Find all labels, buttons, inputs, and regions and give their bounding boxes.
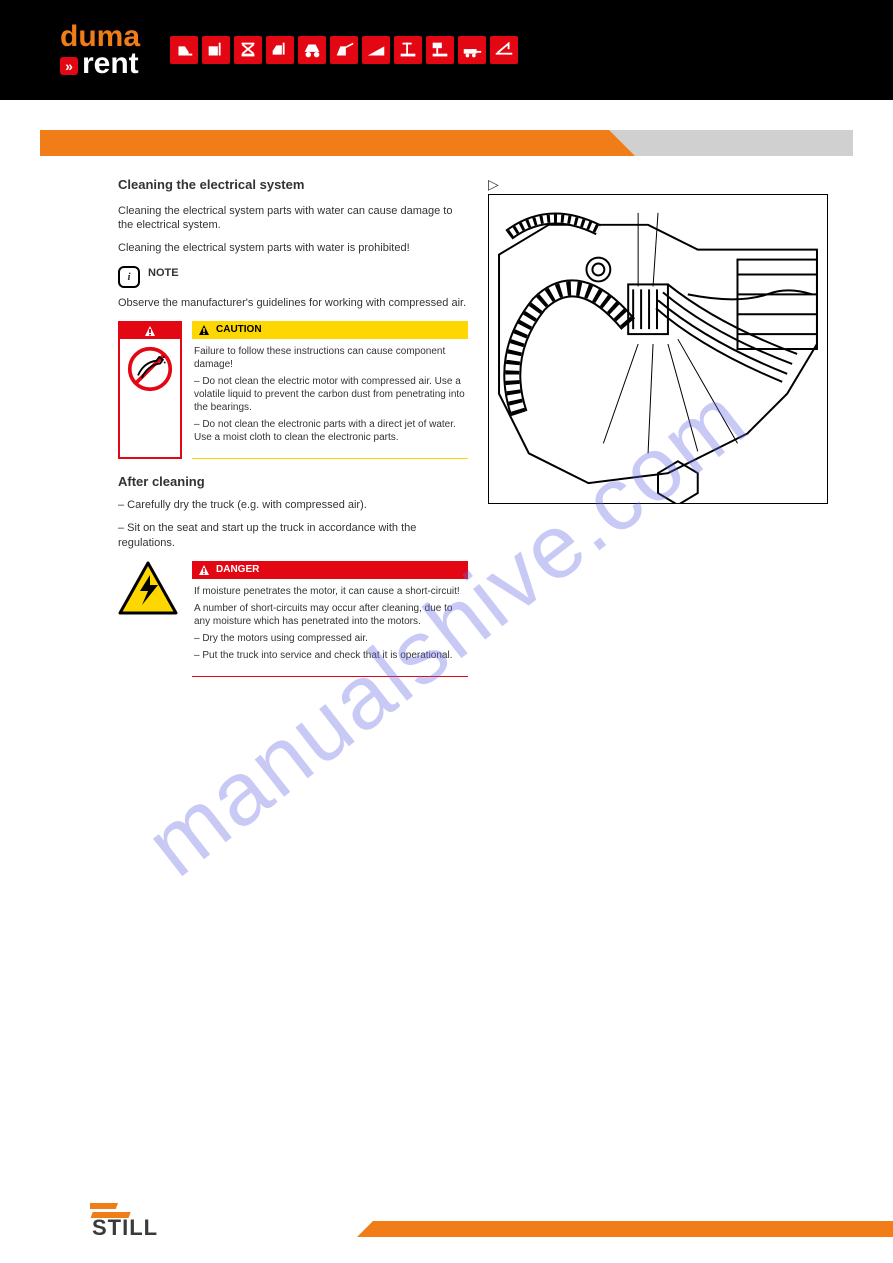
logo-bullet-icon: » (60, 57, 78, 75)
danger-text-2: A number of short-circuits may occur aft… (194, 602, 466, 628)
no-water-pictogram (118, 321, 182, 459)
equip-icon-scissor (234, 36, 262, 64)
after-text-2: – Sit on the seat and start up the truck… (118, 521, 468, 551)
pictogram-body (120, 339, 180, 399)
danger-message: DANGER If moisture penetrates the motor,… (192, 561, 468, 677)
content-left-column: Cleaning the electrical system Cleaning … (118, 176, 468, 677)
note-label: NOTE (148, 266, 179, 281)
equip-icon-telehandler (330, 36, 358, 64)
duma-rent-logo: duma »rent (60, 23, 140, 77)
danger-bar: DANGER (192, 561, 468, 579)
equip-icon-trailer (458, 36, 486, 64)
danger-text-1: If moisture penetrates the motor, it can… (194, 585, 466, 598)
equip-icon-forklift2 (202, 36, 230, 64)
caution-bar: CAUTION (192, 321, 468, 339)
danger-label: DANGER (216, 563, 259, 577)
para-intro-1: Cleaning the electrical system parts wit… (118, 204, 468, 234)
heading-cleaning: Cleaning the electrical system (118, 176, 468, 194)
caution-text-3: – Do not clean the electronic parts with… (194, 418, 466, 444)
svg-text:STILL: STILL (92, 1215, 158, 1237)
equip-icon-ramp (362, 36, 390, 64)
equip-icon-crane (490, 36, 518, 64)
equip-icon-lift (394, 36, 422, 64)
info-icon: i (118, 266, 140, 288)
caution-label: CAUTION (216, 323, 262, 337)
pictogram-header (120, 323, 180, 339)
danger-body: If moisture penetrates the motor, it can… (192, 579, 468, 674)
content-right-column: ▷ (488, 176, 833, 677)
after-text-1: – Carefully dry the truck (e.g. with com… (118, 498, 468, 513)
after-cleaning-block: After cleaning – Carefully dry the truck… (118, 473, 468, 551)
engine-bay-figure (488, 194, 828, 504)
danger-text-4: – Put the truck into service and check t… (194, 649, 466, 662)
page-content: Cleaning the electrical system Cleaning … (0, 156, 893, 677)
footer-orange-bar (373, 1221, 893, 1237)
caution-text-1: Failure to follow these instructions can… (194, 345, 466, 371)
note-block: i NOTE (118, 266, 468, 288)
equipment-icon-strip (170, 36, 518, 64)
equip-icon-platform (426, 36, 454, 64)
logo-top: duma (60, 23, 140, 50)
page-footer: STILL (0, 1193, 893, 1263)
equip-icon-loader (298, 36, 326, 64)
heading-after: After cleaning (118, 473, 468, 491)
danger-callout: DANGER If moisture penetrates the motor,… (118, 561, 468, 677)
electric-hazard-pictogram (118, 561, 182, 677)
figure-marker-icon: ▷ (488, 176, 499, 192)
section-divider (40, 130, 853, 156)
still-logo: STILL (90, 1203, 230, 1237)
para-intro-2: Cleaning the electrical system parts wit… (118, 241, 468, 256)
equip-icon-forklift3 (266, 36, 294, 64)
caution-body: Failure to follow these instructions can… (192, 339, 468, 456)
note-text: Observe the manufacturer's guidelines fo… (118, 296, 468, 311)
page-header: duma »rent (0, 0, 893, 100)
section-divider-grey (609, 130, 853, 156)
caution-message: CAUTION Failure to follow these instruct… (192, 321, 468, 459)
caution-callout: CAUTION Failure to follow these instruct… (118, 321, 468, 459)
danger-text-3: – Dry the motors using compressed air. (194, 632, 466, 645)
section-divider-orange (40, 130, 609, 156)
equip-icon-forklift (170, 36, 198, 64)
logo-bottom: »rent (60, 50, 140, 77)
caution-text-2: – Do not clean the electric motor with c… (194, 375, 466, 414)
